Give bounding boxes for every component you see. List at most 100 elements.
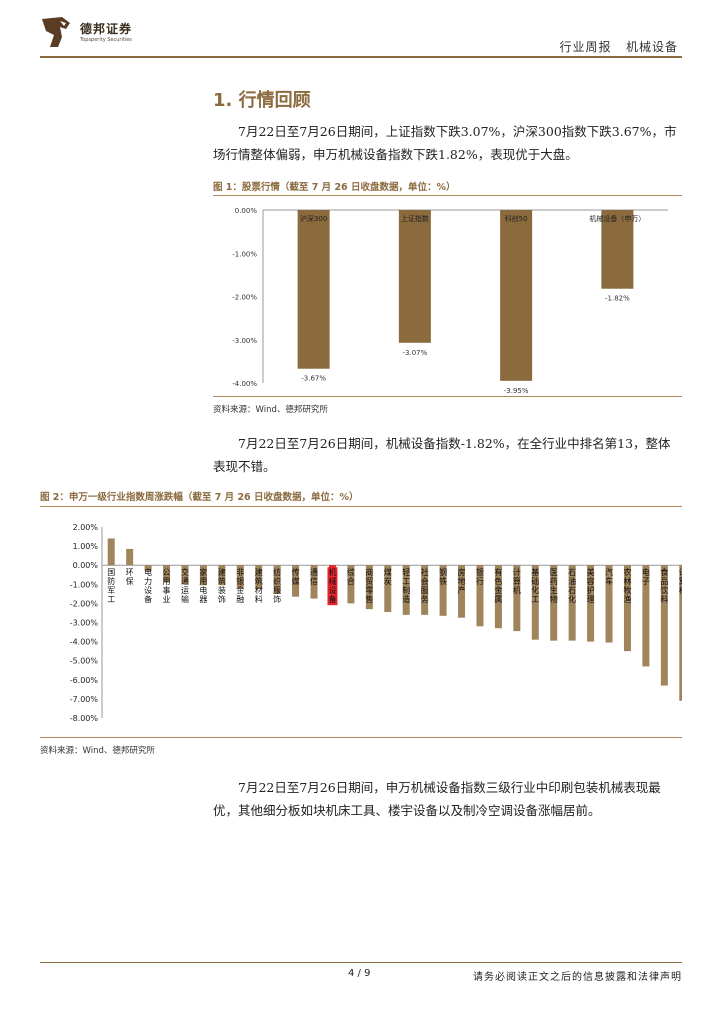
category-label-char: 渔: [623, 594, 631, 604]
category-label-char: 炭: [384, 577, 392, 586]
y-tick-label: -5.00%: [70, 657, 99, 666]
category-label-char: 务: [421, 594, 429, 604]
bar: [513, 565, 521, 632]
category-label: 煤炭: [384, 567, 392, 586]
figure2-title: 图 2：申万一级行业指数周涨跌幅（截至 7 月 26 日收盘数据，单位：%）: [40, 492, 359, 503]
category-label-char: 铁: [439, 576, 447, 586]
bar: [181, 565, 189, 585]
y-tick-label: -7.00%: [70, 695, 99, 704]
y-tick-label: -2.00%: [70, 599, 99, 608]
category-label-char: 环: [126, 568, 134, 577]
category-label-char: 色: [494, 576, 502, 586]
y-tick-label: -1.00%: [70, 580, 99, 589]
category-label-char: 化: [568, 594, 576, 604]
category-label-char: 备: [328, 594, 336, 604]
category-label-char: 会: [421, 576, 429, 586]
paragraph-market-review: 7月22日至7月26日期间，上证指数下跌3.07%，沪深300指数下跌3.67%…: [213, 124, 677, 162]
category-label-char: 国: [107, 568, 115, 577]
category-label-char: 计: [679, 567, 682, 577]
category-label-char: 药: [550, 576, 558, 586]
bar: [126, 548, 134, 566]
category-label-char: 工: [402, 577, 410, 586]
bar: [273, 565, 281, 594]
category-label: 科创50: [505, 214, 528, 223]
figure2-bottom-rule: [40, 737, 682, 738]
category-label-char: 医: [550, 568, 558, 577]
category-label-char: 料: [660, 594, 668, 604]
category-label-char: 煤: [384, 567, 392, 577]
category-label-char: 家: [199, 567, 207, 577]
y-tick-label: -4.00%: [232, 380, 257, 388]
category-label-char: 工: [107, 595, 115, 604]
bar: [439, 565, 447, 616]
industry-name: 机械设备: [625, 40, 678, 54]
category-label-char: 输: [181, 594, 189, 604]
category-label-char: 运: [181, 586, 189, 595]
bar: [605, 565, 613, 643]
category-label-char: 事: [163, 585, 171, 595]
bar: [421, 565, 429, 615]
category-label-char: 物: [550, 594, 558, 604]
category-label-char: 通: [310, 567, 318, 577]
category-label-char: 合: [347, 576, 355, 586]
brand-name-en: Topsperity Securities: [80, 37, 132, 43]
category-label-char: 护: [587, 585, 595, 595]
category-label-char: 造: [402, 594, 410, 604]
category-label: 银行: [476, 567, 484, 586]
category-label-char: 防: [107, 576, 115, 586]
category-label-char: 牧: [623, 585, 631, 595]
category-label-char: 房: [458, 567, 466, 577]
category-label: 机械设备（申万）: [589, 214, 645, 223]
bar: [476, 565, 484, 627]
category-label-char: 社: [421, 567, 429, 577]
category-label-char: 制: [402, 585, 410, 595]
category-label: 机械设备: [327, 567, 338, 606]
figure1-title: 图 1：股票行情（截至 7 月 26 日收盘数据，单位：%）: [213, 182, 456, 193]
category-label-char: 设: [328, 585, 336, 595]
y-tick-label: -1.00%: [232, 250, 257, 258]
y-tick-label: 2.00%: [73, 523, 99, 532]
header-divider: [40, 56, 682, 58]
category-label-char: 媒: [292, 577, 300, 586]
category-label-char: 品: [660, 577, 668, 586]
category-label: 计算机: [679, 567, 682, 595]
category-label: 电子: [642, 567, 650, 586]
category-label-char: 融: [236, 594, 244, 604]
category-label-char: 电: [144, 567, 152, 577]
category-label-char: 信: [310, 576, 318, 586]
category-label-char: 建: [218, 567, 226, 577]
category-label-char: 金: [494, 585, 502, 595]
section-title: 1. 行情回顾: [213, 90, 311, 111]
category-label-char: 产: [458, 585, 466, 595]
bar: [568, 565, 576, 641]
category-label-char: 筑: [255, 576, 263, 586]
category-label: 计算机: [513, 567, 521, 595]
category-label-char: 金: [236, 585, 244, 595]
category-label: 沪深300: [300, 214, 327, 223]
category-label-char: 地: [458, 576, 466, 586]
bar: [255, 565, 263, 590]
category-label-char: 服: [273, 586, 281, 595]
bar: [679, 565, 682, 701]
category-label-char: 算: [679, 576, 682, 586]
y-tick-label: -3.00%: [70, 619, 99, 628]
brand-name-cn: 德邦证券: [80, 22, 133, 36]
category-label-char: 备: [144, 594, 152, 604]
category-label-char: 电: [199, 585, 207, 595]
bar: [642, 565, 650, 667]
category-label-char: 械: [328, 576, 336, 586]
data-label: -1.82%: [605, 295, 630, 303]
bar: [660, 565, 668, 686]
bar: [292, 565, 300, 597]
category-label: 环保: [126, 568, 134, 586]
category-label-char: 食: [660, 567, 668, 577]
category-label-char: 林: [623, 576, 631, 586]
category-label-char: 容: [587, 576, 595, 586]
figure1-top-rule: [213, 195, 682, 196]
y-tick-label: 0.00%: [73, 561, 99, 570]
